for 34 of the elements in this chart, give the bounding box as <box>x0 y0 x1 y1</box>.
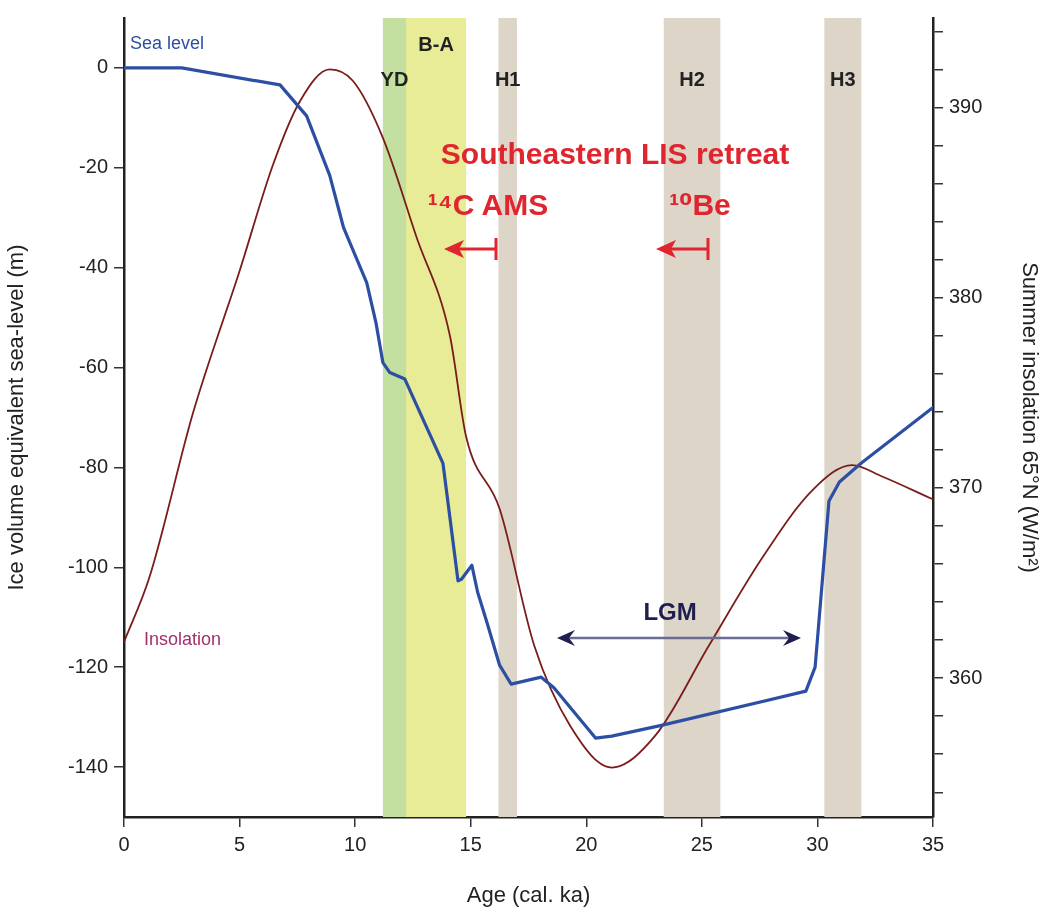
y-axis-title: Ice volume equivalent sea-level (m) <box>3 244 29 591</box>
y2-axis-title: Summer insolation 65°N (W/m²) <box>1017 262 1043 573</box>
y-tick-label: 0 <box>96 55 108 78</box>
y-tick-label: -20 <box>79 155 108 178</box>
y-tick-label: -140 <box>67 754 108 777</box>
annotation: ¹⁴C AMS <box>427 187 549 221</box>
annotation: Southeastern LIS retreat <box>440 137 790 171</box>
y-tick-label: -60 <box>79 355 108 378</box>
series-label: Insolation <box>144 628 222 649</box>
x-tick-label: 35 <box>921 832 945 855</box>
series-label: Sea level <box>130 32 205 53</box>
x-tick-label: 10 <box>344 832 367 855</box>
y2-tick-label: 360 <box>949 665 983 688</box>
y-tick-label: -40 <box>79 255 108 278</box>
band-label: YD <box>380 67 409 90</box>
x-tick-label: 5 <box>234 832 246 855</box>
annotation: ¹⁰Be <box>669 187 731 221</box>
x-tick-label: 25 <box>690 832 713 855</box>
band-label: H2 <box>679 67 705 90</box>
band-label: H3 <box>830 67 856 90</box>
band-label: B-A <box>418 32 454 55</box>
x-tick-label: 30 <box>806 832 829 855</box>
y2-tick-label: 380 <box>949 285 983 308</box>
annotation: LGM <box>643 597 697 625</box>
y-tick-label: -80 <box>79 454 108 477</box>
x-tick-label: 15 <box>459 832 482 855</box>
y2-tick-label: 370 <box>949 475 983 498</box>
y2-tick-label: 390 <box>949 94 983 117</box>
x-tick-label: 20 <box>575 832 598 855</box>
y-tick-label: -100 <box>67 554 108 577</box>
y-tick-label: -120 <box>67 654 108 677</box>
x-axis-title: Age (cal. ka) <box>466 881 591 907</box>
band-label: H1 <box>494 67 521 90</box>
x-tick-label: 0 <box>118 832 130 855</box>
